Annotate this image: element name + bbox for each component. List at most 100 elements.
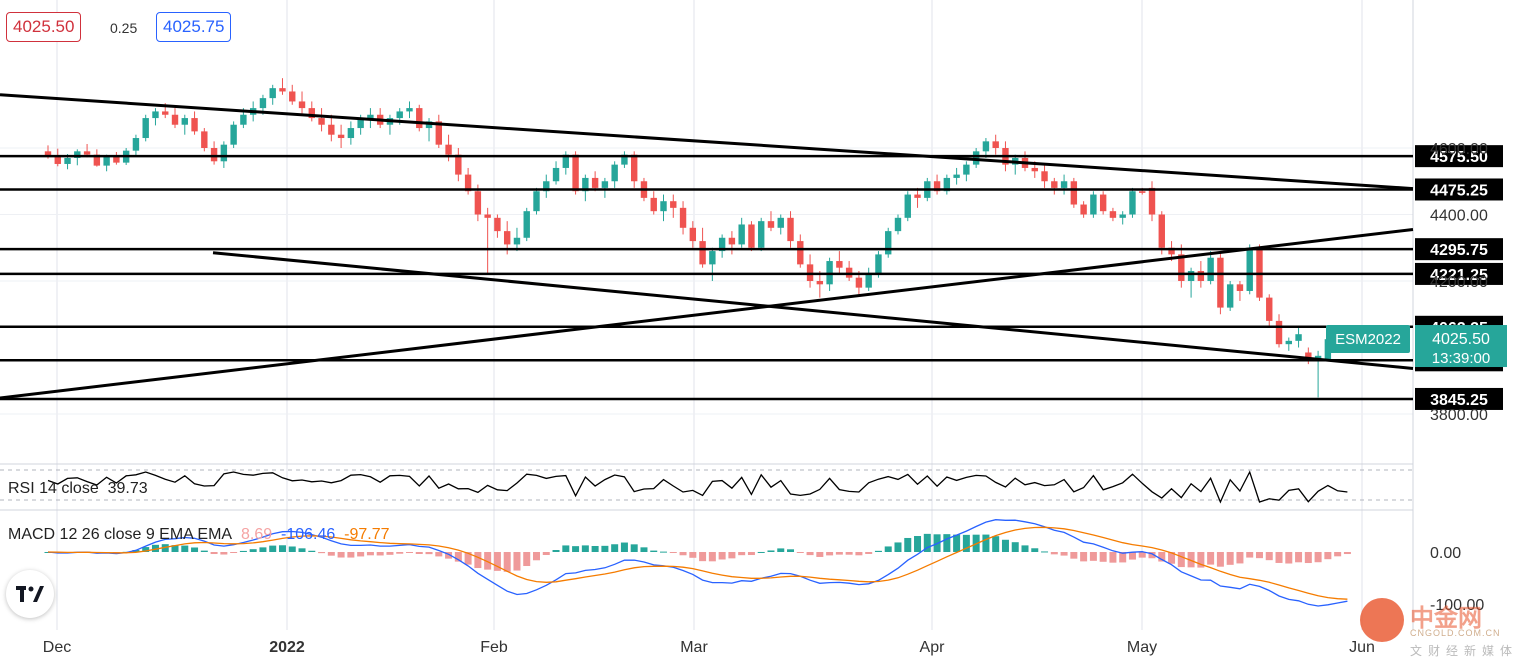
price-tick-label: 4400.00 — [1430, 208, 1488, 225]
bid-price-badge[interactable]: 4025.50 — [6, 12, 82, 42]
rsi-legend[interactable]: RSI 14 close 39.73 — [8, 480, 148, 498]
candle-body — [503, 231, 511, 245]
rsi-value: 39.73 — [107, 480, 148, 497]
candle-body — [1051, 181, 1058, 188]
candle-body — [1031, 167, 1038, 172]
macd-histogram-bar — [855, 552, 863, 556]
candle-body — [777, 217, 784, 228]
macd-line-value: -106.46 — [281, 526, 336, 543]
candle-body — [1314, 355, 1322, 360]
candle-body — [1129, 191, 1136, 215]
macd-histogram-bar — [1148, 552, 1156, 559]
candle-body — [1207, 257, 1214, 281]
macd-histogram-bar — [1314, 552, 1322, 563]
level-label-box — [1415, 262, 1503, 285]
macd-histogram-bar — [200, 550, 208, 552]
time-tick-label: Mar — [680, 639, 708, 656]
candle-body — [162, 111, 169, 115]
candle-body — [328, 124, 335, 135]
macd-histogram-bar — [366, 552, 374, 556]
macd-histogram-bar — [386, 552, 394, 555]
macd-hist-value: 8.69 — [240, 526, 273, 543]
candle-body — [1246, 247, 1253, 291]
last-price: 4025.50 — [1432, 331, 1490, 348]
candle-body — [279, 88, 286, 92]
price-axis[interactable]: 4575.504475.254295.754221.254062.253961.… — [1326, 141, 1507, 614]
macd-histogram-bar — [943, 534, 951, 552]
macd-histogram-bar — [806, 552, 814, 556]
level-label: 4295.75 — [1430, 242, 1488, 259]
macd-histogram-bar — [1275, 552, 1283, 563]
macd-histogram-bar — [816, 552, 824, 557]
macd-histogram-bar — [259, 547, 267, 552]
time-axis[interactable]: Dec 2022 Feb Mar Apr May Jun — [43, 639, 1375, 656]
macd-name: MACD 12 26 close 9 EMA EMA — [8, 526, 233, 543]
candle-body — [1041, 171, 1048, 182]
candle-body — [689, 227, 697, 242]
macd-histogram-bar — [640, 547, 648, 552]
level-label: 3845.25 — [1430, 392, 1488, 409]
macd-histogram-bar — [1216, 552, 1224, 567]
candle-body — [611, 164, 618, 182]
macd-histogram-bar — [445, 552, 453, 559]
watermark-site: CNGOLD.COM.CN — [1410, 628, 1501, 638]
time-tick-label: Dec — [43, 639, 71, 656]
macd-histogram-bar — [708, 552, 716, 562]
macd-histogram-bar — [1158, 552, 1166, 562]
symbol-badge — [1326, 325, 1410, 354]
macd-histogram-bar — [894, 542, 902, 552]
macd-histogram-bar — [425, 552, 433, 555]
candle-body — [816, 281, 824, 285]
macd-histogram-bar — [660, 551, 668, 553]
candle-body — [972, 151, 980, 165]
macd-histogram-bar — [357, 552, 365, 557]
candlestick-series — [44, 78, 1351, 398]
tradingview-logo-icon[interactable] — [6, 570, 54, 618]
candle-body — [679, 207, 687, 228]
macd-legend[interactable]: MACD 12 26 close 9 EMA EMA 8.69 -106.46 … — [8, 526, 390, 544]
macd-histogram-bar — [552, 550, 560, 552]
candle-body — [552, 167, 560, 182]
chart-grid — [0, 0, 1414, 630]
candle-body — [367, 114, 374, 119]
macd-histogram-bar — [1128, 552, 1136, 560]
macd-histogram-bar — [376, 552, 384, 556]
rsi-line — [47, 470, 1348, 504]
macd-histogram-bar — [151, 544, 159, 552]
candle-body — [1285, 340, 1292, 345]
candle-body — [670, 201, 677, 208]
watermark-title: 中金网 — [1410, 605, 1482, 632]
macd-histogram-bar — [161, 544, 169, 552]
macd-histogram-bar — [1070, 552, 1078, 559]
candle-body — [259, 98, 267, 109]
symbol-name: ESM2022 — [1335, 331, 1401, 348]
ask-price-badge[interactable]: 4025.75 — [156, 12, 232, 42]
level-label: 4221.25 — [1430, 267, 1488, 284]
candle-body — [152, 111, 159, 119]
macd-histogram-bar — [1246, 552, 1254, 558]
time-tick-label: Jun — [1349, 639, 1375, 656]
macd-histogram-bar — [728, 552, 736, 559]
macd-histogram-bar — [181, 545, 189, 552]
macd-histogram-bar — [1050, 552, 1058, 555]
macd-histogram-bar — [874, 550, 882, 552]
macd-tick-label: -100.00 — [1430, 597, 1484, 614]
macd-histogram-bar — [689, 552, 697, 558]
trendlines — [0, 93, 1414, 400]
candle-body — [1070, 181, 1078, 205]
candle-body — [1060, 181, 1068, 188]
rsi-pane — [0, 469, 1413, 504]
candle-body — [1226, 284, 1234, 308]
candle-body — [142, 118, 149, 139]
macd-histogram-bar — [865, 552, 873, 554]
macd-histogram-bar — [1295, 552, 1303, 563]
candle-body — [1119, 214, 1126, 218]
trendline — [212, 251, 1414, 370]
macd-histogram-bar — [757, 551, 765, 553]
candle-body — [93, 154, 101, 166]
trendline — [0, 93, 1414, 191]
candle-body — [1236, 284, 1244, 291]
candle-body — [1139, 191, 1146, 193]
spread-value: 0.25 — [110, 20, 138, 36]
